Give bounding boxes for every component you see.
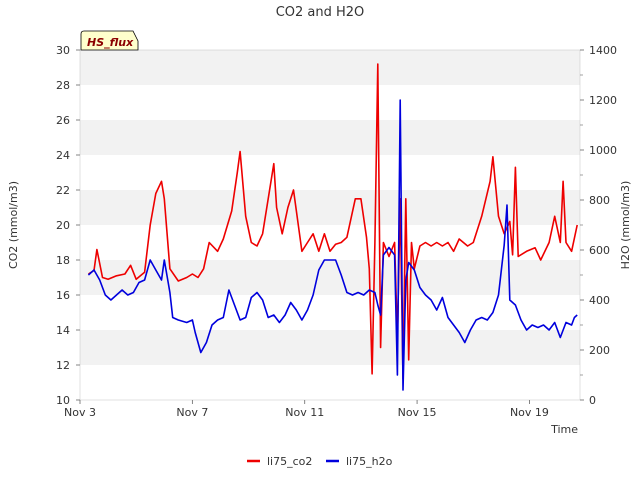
background-bands <box>80 50 580 400</box>
chart-title: CO2 and H2O <box>276 5 365 20</box>
x-tick-label: Nov 11 <box>285 406 324 419</box>
y-left-tick-label: 30 <box>56 44 70 57</box>
badge-label: HS_flux <box>87 36 134 49</box>
y-right-tick-label: 1000 <box>589 144 617 157</box>
y-right-tick-label: 400 <box>589 294 610 307</box>
y-left-tick-label: 28 <box>56 79 70 92</box>
y-left-tick-label: 12 <box>56 359 70 372</box>
grid-band <box>80 225 580 260</box>
y-left-tick-label: 18 <box>56 254 70 267</box>
y-axis-right: 0 200 400 600 800 1000 1200 1400 <box>580 44 617 407</box>
y-right-tick-label: 800 <box>589 194 610 207</box>
grid-band <box>80 120 580 155</box>
legend-label-li75_h2o: li75_h2o <box>346 455 393 468</box>
y-right-tick-label: 600 <box>589 244 610 257</box>
series-line-li75_co2 <box>87 63 578 380</box>
y-left-tick-label: 10 <box>56 394 70 407</box>
grid-band <box>80 50 580 85</box>
y-left-tick-label: 14 <box>56 324 70 337</box>
y-right-tick-label: 200 <box>589 344 610 357</box>
series-line-li75_h2o <box>87 99 578 391</box>
y-left-tick-label: 16 <box>56 289 70 302</box>
grid-band <box>80 365 580 400</box>
legend-label-li75_co2: li75_co2 <box>267 455 312 468</box>
y-left-tick-label: 22 <box>56 184 70 197</box>
badge-shape <box>80 30 139 51</box>
x-axis-label: Time <box>550 423 578 436</box>
series-lines <box>87 63 578 391</box>
x-axis: Nov 3 Nov 7 Nov 11 Nov 15 Nov 19 <box>64 400 549 419</box>
y-right-tick-label: 0 <box>589 394 596 407</box>
legend: li75_co2 li75_h2o <box>247 455 393 468</box>
y-axis-left-label: CO2 (mmol/m3) <box>7 181 20 269</box>
y-left-tick-label: 20 <box>56 219 70 232</box>
badge: HS_flux <box>80 30 139 51</box>
y-axis-left: 10 12 14 16 18 20 22 24 26 28 30 <box>56 44 80 407</box>
y-right-tick-label: 1200 <box>589 94 617 107</box>
y-left-tick-label: 26 <box>56 114 70 127</box>
x-tick-label: Nov 3 <box>64 406 96 419</box>
grid-band <box>80 295 580 330</box>
x-tick-label: Nov 7 <box>176 406 208 419</box>
x-tick-label: Nov 19 <box>510 406 549 419</box>
y-axis-right-label: H2O (mmol/m3) <box>619 181 632 270</box>
grid-band <box>80 260 580 295</box>
y-left-tick-label: 24 <box>56 149 70 162</box>
grid-band <box>80 330 580 365</box>
grid-band <box>80 155 580 190</box>
x-tick-label: Nov 15 <box>398 406 437 419</box>
grid-band <box>80 85 580 120</box>
y-right-tick-label: 1400 <box>589 44 617 57</box>
